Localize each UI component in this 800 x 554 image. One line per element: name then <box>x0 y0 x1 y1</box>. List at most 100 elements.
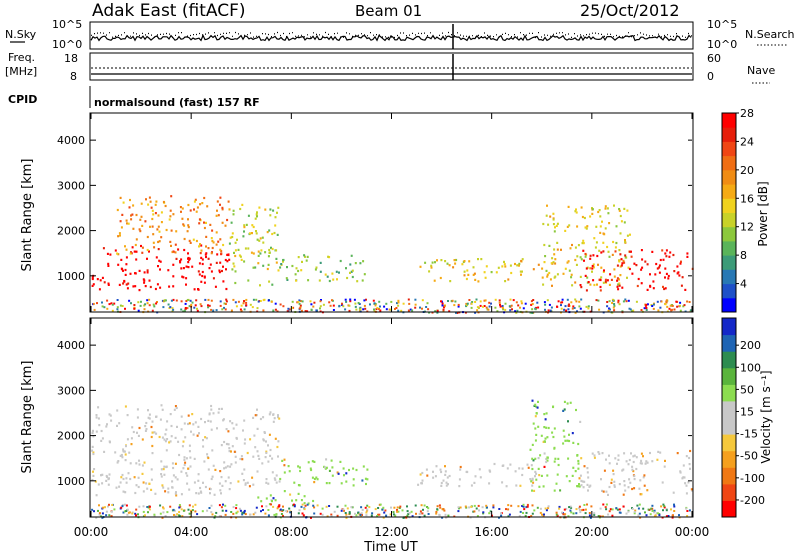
radar-cell <box>579 284 582 287</box>
radar-cell <box>254 414 257 417</box>
radar-cell <box>219 470 222 473</box>
radar-cell <box>178 506 181 509</box>
radar-cell <box>608 300 611 303</box>
radar-cell <box>125 263 128 266</box>
radar-cell <box>476 515 479 518</box>
radar-cell <box>258 457 261 460</box>
radar-cell <box>269 208 272 211</box>
radar-cell <box>510 271 513 275</box>
radar-cell <box>600 251 603 254</box>
radar-cell <box>274 216 277 219</box>
radar-cell <box>415 512 417 515</box>
radar-cell <box>448 310 451 313</box>
radar-cell <box>580 258 583 261</box>
radar-cell <box>409 308 412 311</box>
radar-cell <box>301 503 304 506</box>
radar-cell <box>664 287 667 290</box>
radar-cell <box>218 271 221 274</box>
radar-cell <box>256 450 259 453</box>
radar-cell <box>257 454 260 457</box>
radar-cell <box>562 513 565 516</box>
radar-cell <box>162 486 165 489</box>
radar-cell <box>192 505 194 508</box>
radar-cell <box>125 445 127 448</box>
radar-cell <box>549 278 552 281</box>
radar-cell <box>336 471 339 474</box>
radar-cell <box>223 306 225 309</box>
radar-cell <box>553 230 556 233</box>
radar-cell <box>259 284 261 287</box>
radar-cell <box>224 513 227 516</box>
radar-cell <box>199 203 202 206</box>
radar-cell <box>604 227 607 230</box>
radar-cell <box>212 277 215 280</box>
radar-cell <box>397 301 400 304</box>
radar-cell <box>567 457 570 460</box>
radar-cell <box>254 446 257 449</box>
radar-cell <box>359 514 362 516</box>
radar-cell <box>579 275 582 278</box>
radar-cell <box>535 433 538 436</box>
radar-cell <box>578 507 581 510</box>
radar-cell <box>130 214 132 217</box>
radar-cell <box>188 450 191 453</box>
radar-cell <box>274 478 277 481</box>
radar-cell <box>653 515 656 518</box>
radar-cell <box>175 257 178 260</box>
radar-cell <box>225 509 228 512</box>
radar-cell <box>272 497 275 500</box>
radar-cell <box>577 244 580 247</box>
radar-cell <box>571 284 574 287</box>
radar-cell <box>183 309 186 312</box>
radar-cell <box>184 302 187 305</box>
radar-cell <box>551 257 554 260</box>
radar-cell <box>183 456 186 459</box>
radar-cell <box>574 298 577 301</box>
radar-cell <box>221 308 224 311</box>
radar-cell <box>220 252 223 255</box>
radar-cell <box>623 221 626 224</box>
radar-cell <box>605 458 607 461</box>
radar-cell <box>392 513 395 516</box>
radar-cell <box>319 307 321 310</box>
radar-cell <box>623 484 626 487</box>
radar-cell <box>172 508 175 511</box>
radar-cell <box>504 280 507 283</box>
radar-cell <box>217 214 220 217</box>
radar-cell <box>652 303 655 306</box>
radar-cell <box>612 240 615 244</box>
radar-cell <box>200 256 203 259</box>
radar-cell <box>632 460 635 464</box>
radar-cell <box>329 304 332 307</box>
radar-cell <box>254 217 257 220</box>
radar-cell <box>659 258 662 262</box>
radar-cell <box>126 508 129 511</box>
radar-cell <box>120 267 123 270</box>
radar-cell <box>282 258 285 262</box>
radar-cell <box>569 505 572 508</box>
radar-cell <box>171 307 174 310</box>
radar-cell <box>525 506 528 509</box>
radar-cell <box>671 516 674 519</box>
radar-cell <box>485 306 488 309</box>
radar-cell <box>108 514 111 517</box>
radar-cell <box>228 447 231 450</box>
radar-cell <box>241 472 244 475</box>
radar-cell <box>663 287 666 291</box>
radar-cell <box>411 515 414 518</box>
radar-cell <box>611 508 614 511</box>
radar-cell <box>154 287 157 291</box>
radar-cell <box>92 470 94 473</box>
radar-cell <box>426 302 429 305</box>
radar-cell <box>554 258 557 261</box>
radar-cell <box>207 257 210 260</box>
radar-cell <box>324 273 327 276</box>
radar-cell <box>295 499 298 502</box>
radar-cell <box>421 471 424 475</box>
power-scatter <box>91 195 694 314</box>
radar-cell <box>131 512 134 515</box>
radar-cell <box>251 476 254 479</box>
radar-cell <box>268 248 271 252</box>
radar-cell <box>457 303 460 306</box>
